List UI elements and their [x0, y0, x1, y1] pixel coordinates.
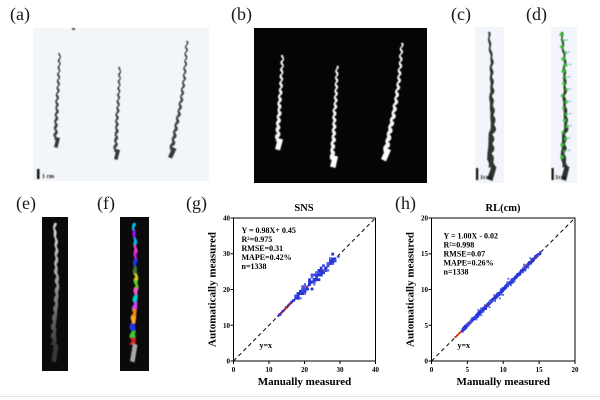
svg-text:15: 15 [421, 250, 429, 258]
svg-text:20: 20 [301, 366, 309, 374]
svg-text:1cm: 1cm [555, 174, 567, 181]
svg-text:Y = 0.98X+ 0.45: Y = 0.98X+ 0.45 [242, 226, 296, 235]
svg-text:40: 40 [372, 366, 380, 374]
svg-text:Manually measured: Manually measured [258, 376, 352, 388]
svg-text:SNS: SNS [294, 203, 313, 214]
svg-text:5: 5 [466, 366, 470, 374]
svg-text:RL(cm): RL(cm) [486, 203, 521, 214]
svg-text:y=x: y=x [260, 341, 273, 350]
svg-text:Automatically measured: Automatically measured [405, 232, 417, 347]
svg-text:0: 0 [425, 358, 429, 366]
svg-text:30: 30 [337, 366, 345, 374]
svg-text:RMSE=0.31: RMSE=0.31 [242, 244, 284, 253]
svg-text:10: 10 [223, 322, 231, 330]
svg-text:5: 5 [425, 322, 429, 330]
svg-text:RMSE=0.07: RMSE=0.07 [444, 250, 486, 259]
svg-text:n=1338: n=1338 [242, 262, 267, 271]
svg-text:10: 10 [500, 366, 508, 374]
svg-text:R²=0.975: R²=0.975 [242, 235, 273, 244]
svg-text:10: 10 [421, 286, 429, 294]
svg-text:MAPE=0.26%: MAPE=0.26% [444, 259, 494, 268]
svg-text:MAPE=0.42%: MAPE=0.42% [242, 253, 292, 262]
svg-text:15: 15 [536, 366, 544, 374]
svg-text:y=x: y=x [458, 341, 471, 350]
svg-text:30: 30 [223, 250, 231, 258]
svg-text:0: 0 [227, 358, 231, 366]
svg-text:10: 10 [266, 366, 274, 374]
svg-text:20: 20 [223, 286, 231, 294]
svg-text:Automatically measured: Automatically measured [207, 232, 219, 347]
svg-text:0: 0 [232, 366, 236, 374]
svg-text:1 cm: 1 cm [42, 174, 54, 180]
svg-text:Manually measured: Manually measured [456, 376, 550, 388]
svg-text:40: 40 [223, 215, 231, 223]
svg-text:20: 20 [572, 366, 580, 374]
svg-text:n=1338: n=1338 [444, 268, 469, 277]
svg-text:0: 0 [430, 366, 434, 374]
svg-text:R²=0.998: R²=0.998 [444, 241, 475, 250]
svg-text:1cm: 1cm [480, 174, 492, 181]
svg-text:Y = 1.00X - 0.02: Y = 1.00X - 0.02 [444, 232, 498, 241]
svg-text:20: 20 [421, 215, 429, 223]
